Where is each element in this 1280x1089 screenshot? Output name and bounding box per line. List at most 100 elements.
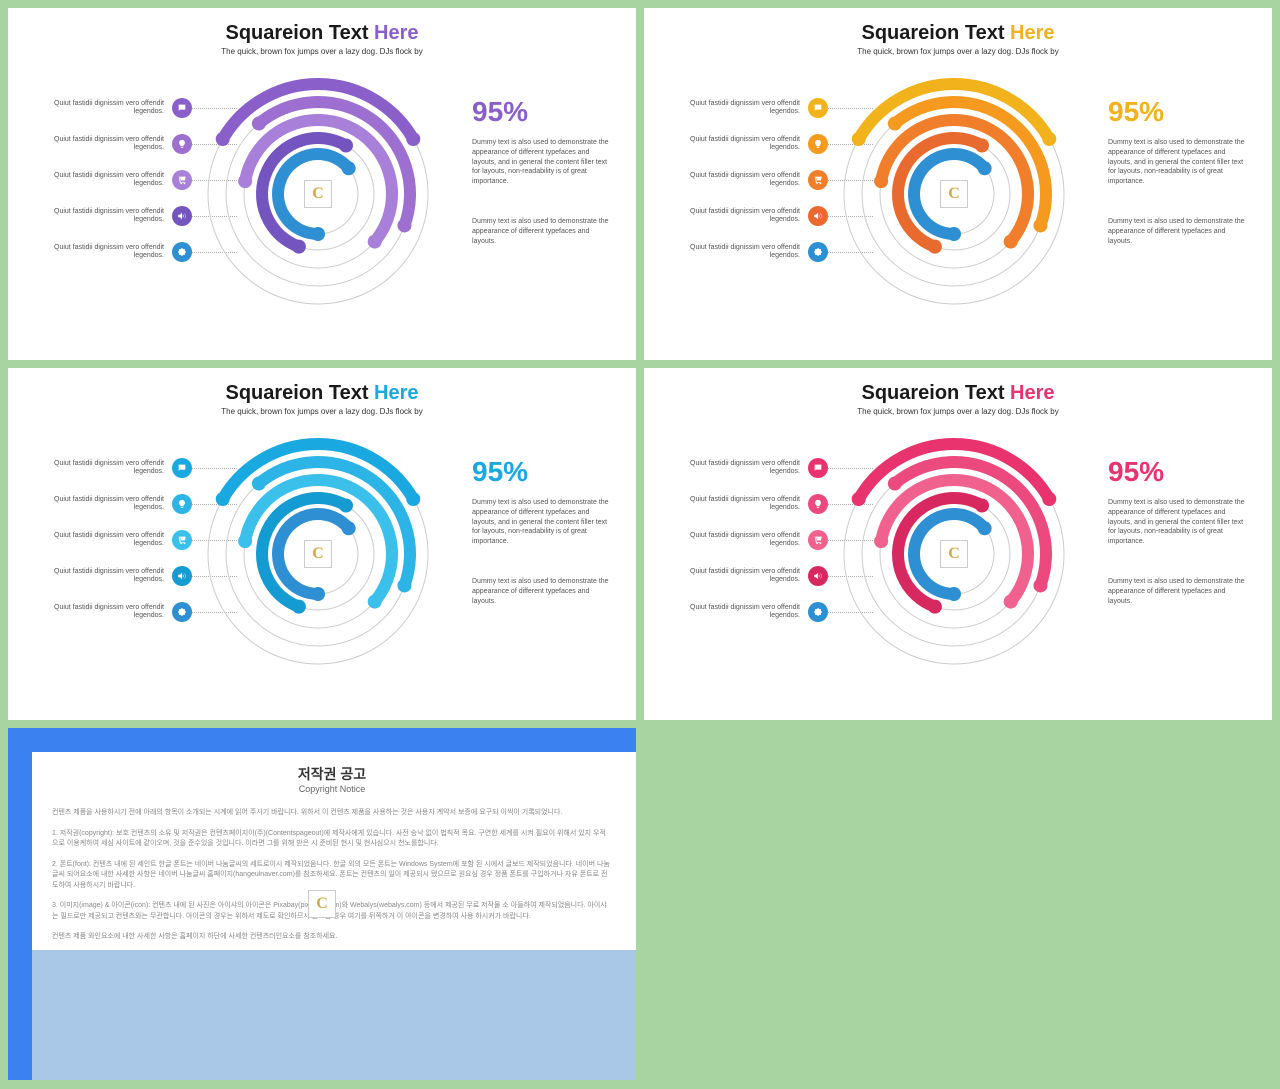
chat-icon xyxy=(808,458,828,478)
legend-text: Quiut fastidii dignissim vero offendit l… xyxy=(54,208,164,225)
slide-body: Quiut fastidii dignissim vero offendit l… xyxy=(644,426,1272,706)
legend-text: Quiut fastidii dignissim vero offendit l… xyxy=(690,460,800,477)
slide-title: Squareion Text Here The quick, brown fox… xyxy=(8,8,636,56)
legend-text: Quiut fastidii dignissim vero offendit l… xyxy=(690,136,800,153)
legend-item: Quiut fastidii dignissim vero offendit l… xyxy=(668,168,828,192)
description-2: Dummy text is also used to demonstrate t… xyxy=(1108,577,1248,606)
cart-icon xyxy=(808,170,828,190)
title-text: Squareion Text xyxy=(861,382,1010,404)
slide-title: Squareion Text Here The quick, brown fox… xyxy=(644,368,1272,416)
legend-text: Quiut fastidii dignissim vero offendit l… xyxy=(690,172,800,189)
bulb-icon xyxy=(808,494,828,514)
title-sub: The quick, brown fox jumps over a lazy d… xyxy=(644,47,1272,56)
empty-cell xyxy=(644,728,1272,1080)
watermark-logo: C xyxy=(304,540,332,568)
legend-text: Quiut fastidii dignissim vero offendit l… xyxy=(54,136,164,153)
legend-text: Quiut fastidii dignissim vero offendit l… xyxy=(690,532,800,549)
legend-item: Quiut fastidii dignissim vero offendit l… xyxy=(32,132,192,156)
legend-item: Quiut fastidii dignissim vero offendit l… xyxy=(668,132,828,156)
legend-item: Quiut fastidii dignissim vero offendit l… xyxy=(32,204,192,228)
copyright-border-left xyxy=(8,728,32,1080)
description-2: Dummy text is also used to demonstrate t… xyxy=(472,577,612,606)
copyright-lower-band xyxy=(32,950,636,1080)
slide-1: Squareion Text Here The quick, brown fox… xyxy=(8,8,636,360)
title-accent: Here xyxy=(1010,22,1054,44)
description-1: Dummy text is also used to demonstrate t… xyxy=(1108,138,1248,187)
description-1: Dummy text is also used to demonstrate t… xyxy=(472,498,612,547)
cart-icon xyxy=(172,170,192,190)
title-accent: Here xyxy=(1010,382,1054,404)
badge-icon xyxy=(172,602,192,622)
copyright-subtitle: Copyright Notice xyxy=(52,784,612,794)
legend: Quiut fastidii dignissim vero offendit l… xyxy=(32,96,192,276)
title-main: Squareion Text Here xyxy=(8,22,636,45)
legend-text: Quiut fastidii dignissim vero offendit l… xyxy=(54,532,164,549)
title-text: Squareion Text xyxy=(225,382,374,404)
description-2: Dummy text is also used to demonstrate t… xyxy=(1108,217,1248,246)
legend-text: Quiut fastidii dignissim vero offendit l… xyxy=(690,604,800,621)
legend-item: Quiut fastidii dignissim vero offendit l… xyxy=(668,96,828,120)
copyright-para-1: 1. 저작권(copyright): 보호 컨텐츠의 소유 및 저작권은 컨텐츠… xyxy=(52,829,612,850)
title-sub: The quick, brown fox jumps over a lazy d… xyxy=(8,407,636,416)
right-column: 95% Dummy text is also used to demonstra… xyxy=(1108,96,1248,276)
legend-item: Quiut fastidii dignissim vero offendit l… xyxy=(668,492,828,516)
copyright-content: 저작권 공고 Copyright Notice 컨텐츠 제품을 사용하시기 전에… xyxy=(52,764,612,953)
description-2: Dummy text is also used to demonstrate t… xyxy=(472,217,612,246)
slide-body: Quiut fastidii dignissim vero offendit l… xyxy=(8,426,636,706)
right-column: 95% Dummy text is also used to demonstra… xyxy=(472,96,612,276)
legend-text: Quiut fastidii dignissim vero offendit l… xyxy=(54,244,164,261)
sound-icon xyxy=(172,566,192,586)
slide-3: Squareion Text Here The quick, brown fox… xyxy=(8,368,636,720)
sound-icon xyxy=(808,566,828,586)
watermark-logo: C xyxy=(940,180,968,208)
copyright-para-4: 컨텐츠 제품 와인요소에 내한 사세한 사항은 홈페이지 하단에 사세한 컨텐츠… xyxy=(52,932,612,943)
sound-icon xyxy=(172,206,192,226)
copyright-para-2: 2. 폰트(font): 컨텐츠 내에 된 세인트 한글 폰트는 네이버 나눔글… xyxy=(52,860,612,892)
legend-text: Quiut fastidii dignissim vero offendit l… xyxy=(54,100,164,117)
legend-text: Quiut fastidii dignissim vero offendit l… xyxy=(690,568,800,585)
title-main: Squareion Text Here xyxy=(8,382,636,405)
legend-item: Quiut fastidii dignissim vero offendit l… xyxy=(32,528,192,552)
legend: Quiut fastidii dignissim vero offendit l… xyxy=(32,456,192,636)
legend-item: Quiut fastidii dignissim vero offendit l… xyxy=(668,456,828,480)
watermark-logo: C xyxy=(940,540,968,568)
chat-icon xyxy=(808,98,828,118)
legend-text: Quiut fastidii dignissim vero offendit l… xyxy=(690,496,800,513)
slide-grid: Squareion Text Here The quick, brown fox… xyxy=(8,8,1272,1081)
badge-icon xyxy=(808,242,828,262)
legend-item: Quiut fastidii dignissim vero offendit l… xyxy=(668,600,828,624)
description-1: Dummy text is also used to demonstrate t… xyxy=(472,138,612,187)
legend-text: Quiut fastidii dignissim vero offendit l… xyxy=(690,208,800,225)
copyright-para-0: 컨텐츠 제품을 사용하시기 전에 아래의 항목이 소개되는 시계에 읽어 주시기… xyxy=(52,808,612,819)
slide-4: Squareion Text Here The quick, brown fox… xyxy=(644,368,1272,720)
legend-item: Quiut fastidii dignissim vero offendit l… xyxy=(32,96,192,120)
legend-text: Quiut fastidii dignissim vero offendit l… xyxy=(54,460,164,477)
legend-text: Quiut fastidii dignissim vero offendit l… xyxy=(54,172,164,189)
legend-text: Quiut fastidii dignissim vero offendit l… xyxy=(54,496,164,513)
percentage: 95% xyxy=(1108,96,1248,128)
cart-icon xyxy=(808,530,828,550)
percentage: 95% xyxy=(472,96,612,128)
legend-text: Quiut fastidii dignissim vero offendit l… xyxy=(54,604,164,621)
legend-item: Quiut fastidii dignissim vero offendit l… xyxy=(668,204,828,228)
chat-icon xyxy=(172,458,192,478)
legend-item: Quiut fastidii dignissim vero offendit l… xyxy=(32,456,192,480)
description-1: Dummy text is also used to demonstrate t… xyxy=(1108,498,1248,547)
bulb-icon xyxy=(172,494,192,514)
legend-item: Quiut fastidii dignissim vero offendit l… xyxy=(668,564,828,588)
legend-text: Quiut fastidii dignissim vero offendit l… xyxy=(690,100,800,117)
title-text: Squareion Text xyxy=(861,22,1010,44)
legend-text: Quiut fastidii dignissim vero offendit l… xyxy=(690,244,800,261)
legend-item: Quiut fastidii dignissim vero offendit l… xyxy=(32,564,192,588)
chat-icon xyxy=(172,98,192,118)
slide-body: Quiut fastidii dignissim vero offendit l… xyxy=(8,66,636,346)
title-accent: Here xyxy=(374,22,418,44)
badge-icon xyxy=(808,602,828,622)
legend: Quiut fastidii dignissim vero offendit l… xyxy=(668,96,828,276)
legend-item: Quiut fastidii dignissim vero offendit l… xyxy=(668,240,828,264)
right-column: 95% Dummy text is also used to demonstra… xyxy=(1108,456,1248,636)
percentage: 95% xyxy=(472,456,612,488)
copyright-border-top xyxy=(8,728,636,752)
legend-item: Quiut fastidii dignissim vero offendit l… xyxy=(668,528,828,552)
slide-body: Quiut fastidii dignissim vero offendit l… xyxy=(644,66,1272,346)
